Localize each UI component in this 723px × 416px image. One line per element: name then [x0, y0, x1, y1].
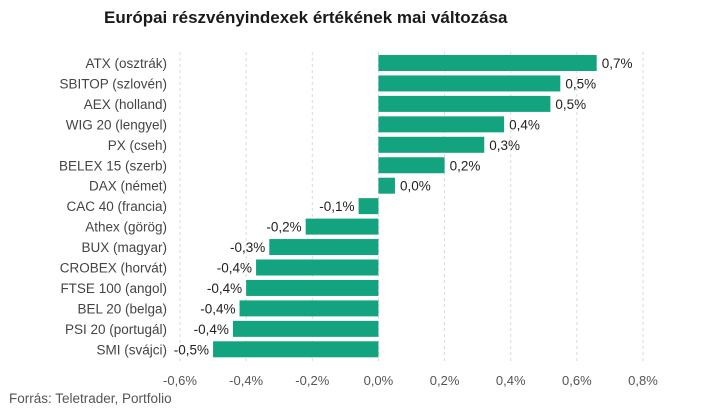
- bar: [213, 341, 379, 358]
- category-label: Athex (görög): [85, 220, 167, 235]
- value-label: -0,1%: [319, 199, 354, 214]
- category-label: PX (cseh): [108, 138, 167, 153]
- bar: [378, 177, 395, 194]
- category-label: FTSE 100 (angol): [60, 281, 167, 296]
- category-label: AEX (holland): [84, 97, 167, 112]
- x-tick-label: 0,4%: [496, 373, 526, 388]
- value-label: -0,4%: [217, 261, 252, 276]
- category-label: SBITOP (szlovén): [59, 76, 167, 91]
- category-label: PSI 20 (portugál): [65, 322, 167, 337]
- value-labels: 0,7%0,5%0,5%0,4%0,3%0,2%0,0%-0,1%-0,2%-0…: [174, 56, 633, 357]
- value-label: 0,7%: [602, 56, 633, 71]
- category-label: ATX (osztrák): [85, 56, 167, 71]
- value-label: 0,0%: [400, 179, 431, 194]
- bar: [378, 116, 505, 133]
- x-tick-label: 0,2%: [430, 373, 460, 388]
- category-label: BELEX 15 (szerb): [59, 158, 167, 173]
- value-label: -0,5%: [174, 342, 209, 357]
- bar: [246, 279, 379, 296]
- value-label: 0,5%: [555, 97, 586, 112]
- bars: [213, 55, 597, 358]
- value-label: -0,4%: [200, 301, 235, 316]
- x-axis-tick-labels: -0,6% -0,4% -0,2% 0,0% 0,2% 0,4% 0,6% 0,8%: [163, 373, 658, 388]
- chart-title: Európai részvényindexek értékének mai vá…: [104, 8, 508, 27]
- x-tick-label: 0,6%: [562, 373, 592, 388]
- bar: [358, 198, 379, 215]
- bar: [378, 136, 485, 153]
- bar: [378, 75, 561, 92]
- value-label: -0,4%: [207, 281, 242, 296]
- bar: [232, 320, 379, 337]
- bar: [305, 218, 379, 235]
- bar: [378, 55, 597, 71]
- value-label: 0,4%: [509, 117, 540, 132]
- value-label: -0,3%: [230, 240, 265, 255]
- category-labels: ATX (osztrák) SBITOP (szlovén) AEX (hollan…: [59, 56, 167, 357]
- x-tick-label: 0,8%: [628, 373, 658, 388]
- category-label: BEL 20 (belga): [77, 301, 167, 316]
- x-tick-label: 0,0%: [364, 373, 394, 388]
- x-tick-label: -0,2%: [295, 373, 329, 388]
- category-label: DAX (német): [89, 179, 167, 194]
- bar: [378, 95, 551, 112]
- category-label: BUX (magyar): [81, 240, 167, 255]
- value-label: 0,3%: [489, 138, 520, 153]
- x-tick-label: -0,6%: [163, 373, 197, 388]
- bar: [239, 300, 379, 317]
- value-label: -0,2%: [266, 220, 301, 235]
- x-tick-label: -0,4%: [229, 373, 263, 388]
- value-label: 0,2%: [450, 158, 481, 173]
- bar: [256, 259, 379, 276]
- category-label: WIG 20 (lengyel): [66, 117, 167, 132]
- bar: [378, 157, 445, 174]
- value-label: 0,5%: [565, 76, 596, 91]
- bar: [269, 239, 379, 256]
- value-label: -0,4%: [194, 322, 229, 337]
- category-label: SMI (svájci): [97, 342, 168, 357]
- source-note: Forrás: Teletrader, Portfolio: [9, 391, 172, 406]
- category-label: CAC 40 (francia): [66, 199, 167, 214]
- category-label: CROBEX (horvát): [60, 261, 167, 276]
